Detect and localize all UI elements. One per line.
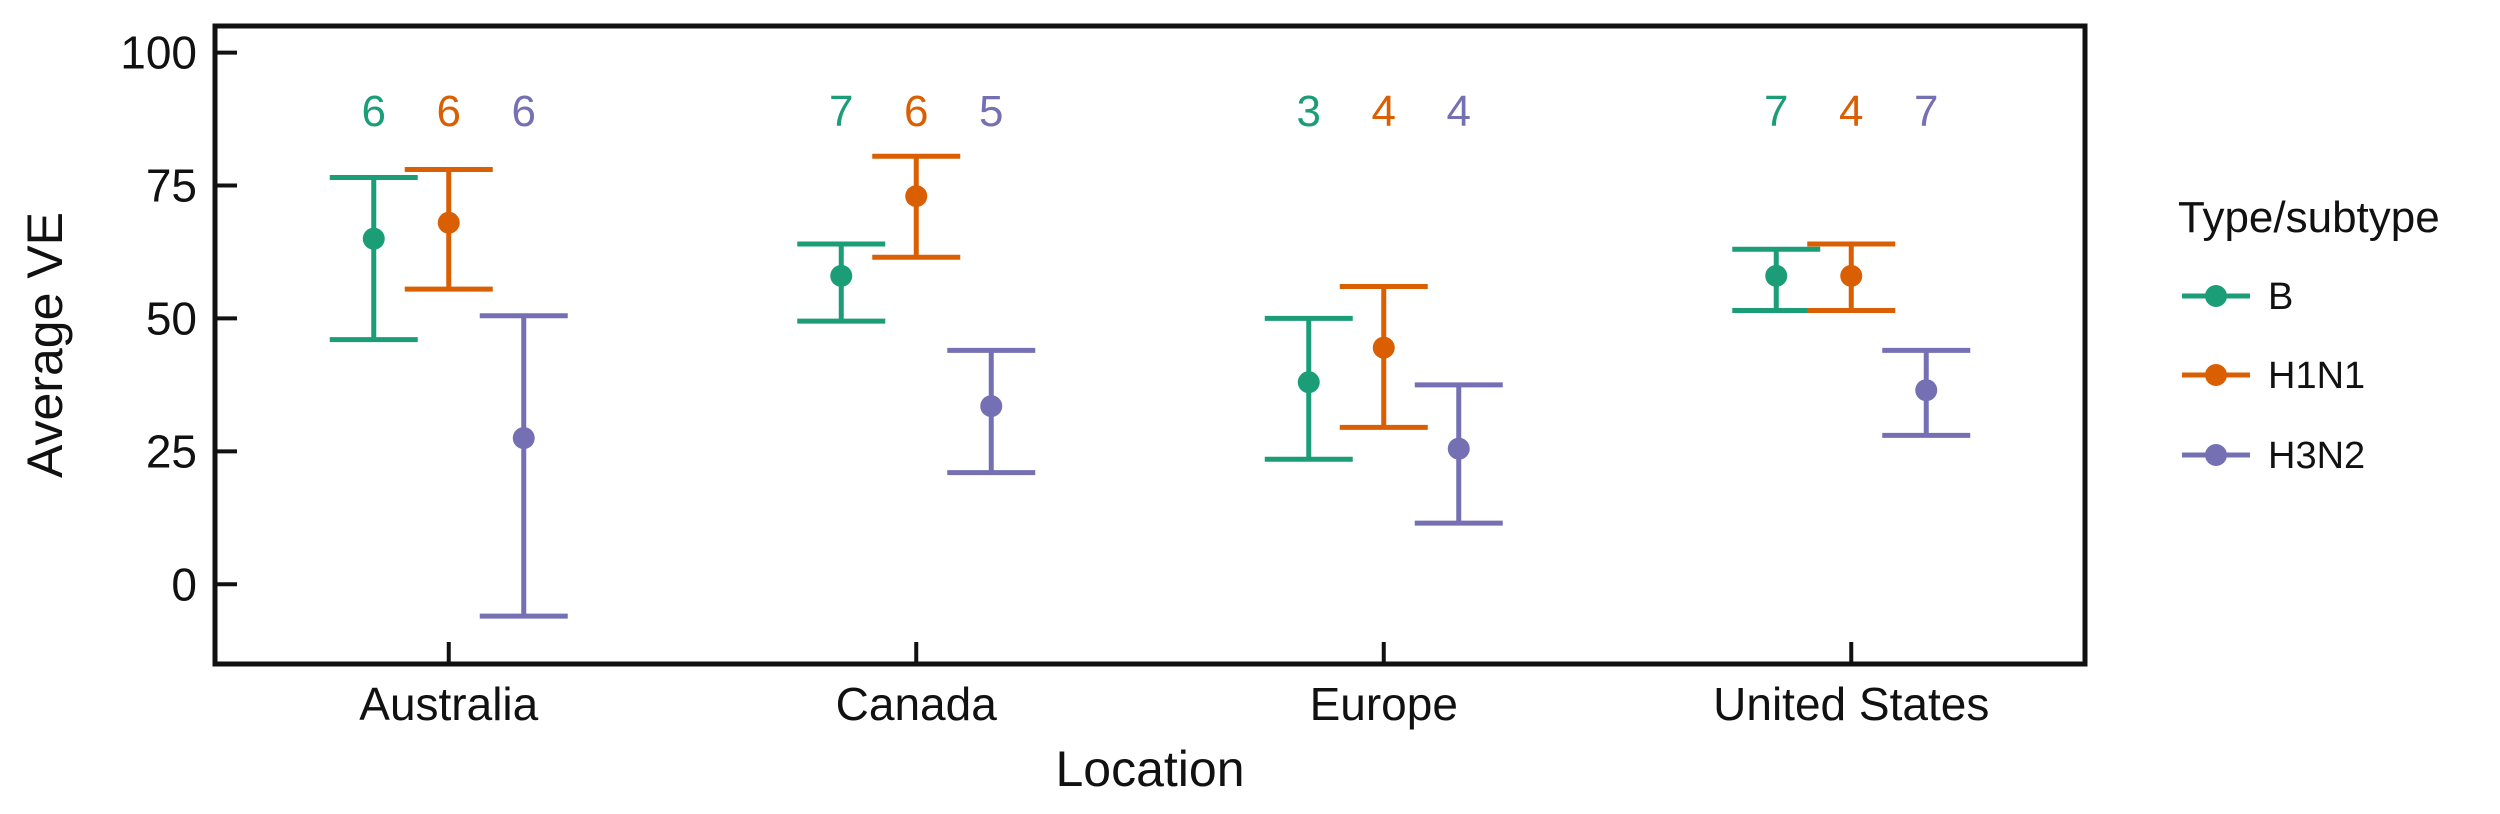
data-point xyxy=(1447,437,1470,460)
data-point xyxy=(362,227,385,250)
count-label: 4 xyxy=(1372,87,1396,136)
series-H1N1 xyxy=(404,153,1896,430)
count-label: 7 xyxy=(1914,87,1938,136)
data-point xyxy=(1915,379,1938,402)
sample-counts: 6 7 3 7 6 6 4 4 6 5 4 7 xyxy=(362,87,1939,136)
legend-label: H3N2 xyxy=(2268,435,2365,477)
data-point xyxy=(980,395,1003,418)
y-axis-title: Average VE xyxy=(17,212,73,478)
data-point xyxy=(1765,264,1788,287)
legend-marker xyxy=(2205,285,2227,307)
x-axis-title: Location xyxy=(1055,741,1244,797)
data-point xyxy=(1297,371,1320,394)
y-axis: 0 25 50 75 100 xyxy=(120,27,237,610)
count-label: 6 xyxy=(904,87,928,136)
plot-frame xyxy=(212,23,2088,667)
count-label: 4 xyxy=(1447,87,1471,136)
x-tick-label: United States xyxy=(1713,678,1989,730)
data-point xyxy=(1372,336,1395,359)
count-label: 6 xyxy=(362,87,386,136)
count-label: 7 xyxy=(829,87,853,136)
x-tick-label: Europe xyxy=(1310,678,1458,730)
legend-label: B xyxy=(2268,276,2293,318)
x-tick-label: Australia xyxy=(359,678,538,730)
y-tick-label: 25 xyxy=(146,425,197,477)
chart-marks xyxy=(329,153,1971,619)
data-point xyxy=(830,264,853,287)
legend-marker xyxy=(2205,444,2227,466)
x-tick-label: Canada xyxy=(836,678,998,730)
data-point xyxy=(512,427,535,450)
data-point xyxy=(1840,264,1863,287)
count-label: 6 xyxy=(512,87,536,136)
legend-title: Type/subtype xyxy=(2178,193,2440,242)
legend-label: H1N1 xyxy=(2268,355,2365,397)
count-label: 7 xyxy=(1764,87,1788,136)
y-tick-label: 50 xyxy=(146,292,197,344)
data-point xyxy=(905,185,928,208)
series-H3N2 xyxy=(479,313,1971,619)
count-label: 6 xyxy=(437,87,461,136)
count-label: 4 xyxy=(1839,87,1863,136)
y-tick-label: 0 xyxy=(171,558,197,610)
x-axis: Australia Canada Europe United States xyxy=(359,642,1989,730)
series-B xyxy=(329,175,1821,462)
legend: Type/subtype B H1N1 H3N2 xyxy=(2178,193,2440,477)
y-tick-label: 100 xyxy=(120,27,197,79)
data-point xyxy=(437,211,460,234)
count-label: 3 xyxy=(1297,87,1321,136)
legend-marker xyxy=(2205,364,2227,386)
y-tick-label: 75 xyxy=(146,160,197,212)
count-label: 5 xyxy=(979,87,1003,136)
